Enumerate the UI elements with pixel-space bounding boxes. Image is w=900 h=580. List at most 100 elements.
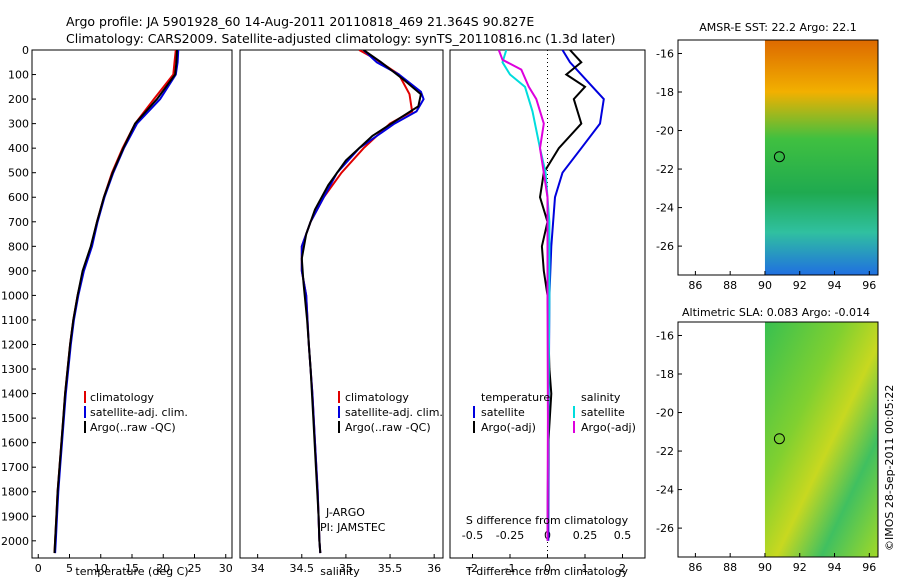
legend-argo-label: Argo(..raw -QC)	[345, 421, 431, 434]
temperature-legend-heading: temperature	[481, 391, 550, 404]
salinity-plot-frame	[239, 49, 444, 559]
lat-tick-label: -26	[656, 522, 674, 535]
data-field	[764, 40, 878, 275]
legend-satellite-label: satellite-adj. clim.	[90, 406, 188, 419]
x-tick-label: 34	[251, 562, 265, 575]
x-tick-label: 35.5	[378, 562, 403, 575]
depth-tick-label: 200	[8, 93, 29, 106]
sst-map-panel: AMSR-E SST: 22.2 Argo: 22.1 86 88 90 92 94 96…	[656, 21, 879, 292]
lon-tick-label: 92	[793, 279, 807, 292]
x-tick-label: 2	[619, 562, 626, 575]
temperature-panel: 0100200300400500600700800900100011001200…	[1, 44, 454, 578]
argo-position-marker	[773, 433, 785, 445]
series-line	[538, 50, 587, 541]
lon-tick-label: 92	[793, 561, 807, 574]
s-tick-label: 0.25	[573, 529, 598, 542]
figure-title-line1: Argo profile: JA 5901928_60 14-Aug-2011 …	[66, 14, 534, 29]
depth-tick-label: 1900	[1, 510, 29, 523]
depth-tick-label: 1100	[1, 314, 29, 327]
x-tick-label: 30	[219, 562, 233, 575]
x-tick-label: -1	[505, 562, 516, 575]
lon-tick-label: 94	[828, 561, 842, 574]
lon-tick-label: 86	[688, 279, 702, 292]
salinity-legend: climatology satellite-adj. clim. Argo(..…	[338, 391, 443, 434]
depth-tick-label: 1800	[1, 486, 29, 499]
imos-timestamp: ©IMOS 28-Sep-2011 00:05:22	[883, 385, 896, 551]
x-tick-label: -2	[467, 562, 478, 575]
lat-tick-label: -24	[656, 202, 674, 215]
x-tick-label: 1	[582, 562, 589, 575]
sst-field	[764, 40, 878, 275]
s-tick-label: -0.25	[496, 529, 524, 542]
lat-tick-label: -18	[656, 368, 674, 381]
data-field	[764, 322, 878, 557]
legend-s-argo-label: Argo(-adj)	[581, 421, 636, 434]
depth-tick-label: 100	[8, 69, 29, 82]
depth-tick-label: 900	[8, 265, 29, 278]
lat-tick-label: -22	[656, 445, 674, 458]
temperature-series	[53, 50, 180, 554]
legend-climatology-label: climatology	[90, 391, 154, 404]
salinity-legend-heading: salinity	[581, 391, 621, 404]
depth-tick-label: 600	[8, 191, 29, 204]
lat-tick-label: -18	[656, 86, 674, 99]
float-pi-label: PI: JAMSTEC	[320, 521, 386, 534]
lon-tick-label: 90	[758, 561, 772, 574]
legend-argo-label: Argo(..raw -QC)	[90, 421, 176, 434]
legend-climatology-label: climatology	[345, 391, 409, 404]
x-tick-label: 0	[544, 562, 551, 575]
x-tick-label: 0	[35, 562, 42, 575]
depth-tick-label: 1400	[1, 388, 29, 401]
lon-tick-label: 86	[688, 561, 702, 574]
temperature-legend: climatology satellite-adj. clim. Argo(..…	[84, 391, 188, 434]
x-tick-label: 34.5	[290, 562, 315, 575]
depth-tick-label: 1500	[1, 412, 29, 425]
lon-tick-label: 96	[862, 561, 876, 574]
sst-map-title: AMSR-E SST: 22.2 Argo: 22.1	[699, 21, 857, 34]
lat-tick-label: -20	[656, 407, 674, 420]
s-tick-label: -0.5	[462, 529, 483, 542]
depth-tick-label: 500	[8, 167, 29, 180]
difference-series	[497, 50, 605, 541]
x-tick-label: 35	[339, 562, 353, 575]
depth-tick-label: 1000	[1, 289, 29, 302]
lat-tick-label: -20	[656, 125, 674, 138]
depth-tick-label: 300	[8, 118, 29, 131]
x-tick-label: 25	[188, 562, 202, 575]
sla-map-axes: 86 88 90 92 94 96 -16 -18 -20 -22 -24 -26	[656, 329, 876, 574]
temperature-x-axis: 0 5 10 15 20 25 30	[35, 554, 233, 575]
series-line	[53, 50, 178, 554]
sst-map-axes: 86 88 90 92 94 96 -16 -18 -20 -22 -24 -26	[656, 47, 876, 292]
lat-tick-label: -16	[656, 329, 674, 342]
salinity-x-axis: 34 34.5 35 35.5 36	[251, 554, 441, 575]
salinity-series	[300, 50, 425, 554]
lon-tick-label: 94	[828, 279, 842, 292]
depth-tick-label: 2000	[1, 535, 29, 548]
argo-position-marker	[773, 151, 785, 163]
depth-tick-label: 800	[8, 240, 29, 253]
depth-tick-label: 1300	[1, 363, 29, 376]
sla-field	[764, 322, 878, 557]
depth-tick-label: 1200	[1, 338, 29, 351]
difference-panel: -2 -1 0 1 2 -0.5 -0.25 0 0.25 0.5 S difference f…	[449, 49, 646, 578]
lon-tick-label: 88	[723, 561, 737, 574]
lat-tick-label: -16	[656, 47, 674, 60]
temperature-diff-legend: temperature satellite Argo(-adj)	[473, 391, 550, 434]
salinity-diff-legend: salinity satellite Argo(-adj)	[573, 391, 636, 434]
legend-satellite-label: satellite-adj. clim.	[345, 406, 443, 419]
lat-tick-label: -22	[656, 163, 674, 176]
legend-t-satellite-label: satellite	[481, 406, 525, 419]
x-tick-label: 20	[156, 562, 170, 575]
depth-tick-label: 1600	[1, 437, 29, 450]
salinity-panel: 34 34.5 35 35.5 36 salinity climatology sate…	[239, 49, 444, 578]
temperature-plot-frame	[31, 49, 233, 559]
lon-tick-label: 90	[758, 279, 772, 292]
series-line	[300, 50, 423, 554]
legend-s-satellite-label: satellite	[581, 406, 625, 419]
x-tick-label: 5	[66, 562, 73, 575]
depth-axis: 0 100 200 300 400 500 600 700 800 900 1000 1100 1200…	[1, 44, 454, 548]
lat-tick-label: -26	[656, 240, 674, 253]
t-difference-label: T difference from climatology	[465, 565, 628, 578]
lon-tick-label: 88	[723, 279, 737, 292]
